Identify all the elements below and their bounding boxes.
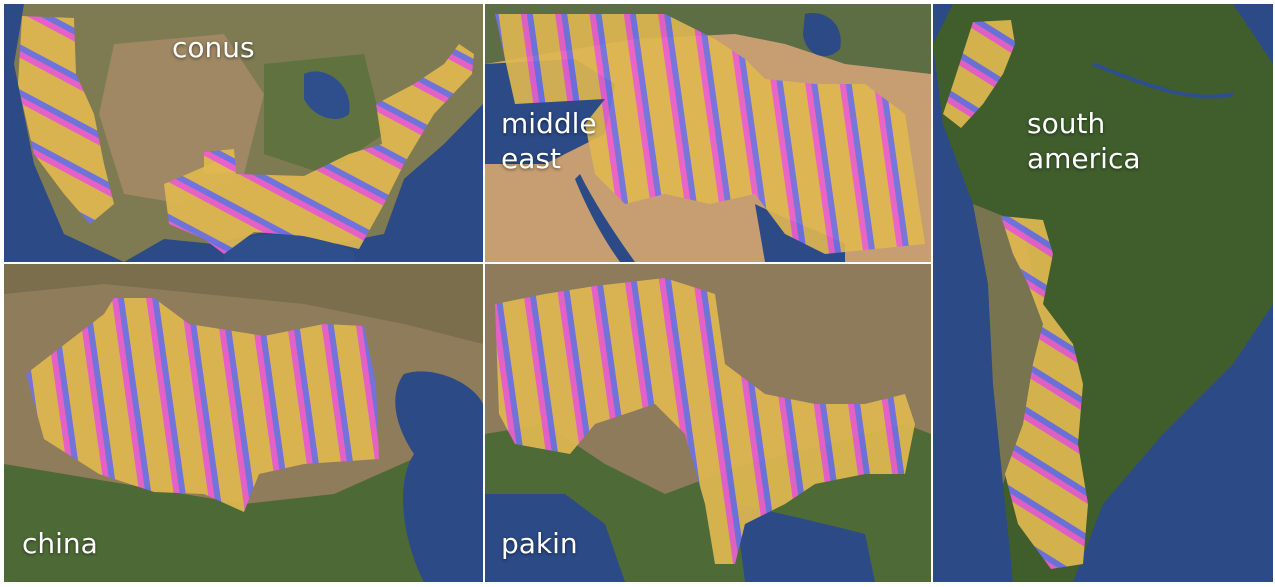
panel-label-pakin: pakin	[501, 527, 578, 560]
pakin-map	[485, 264, 931, 582]
coverage-west-coast	[18, 16, 114, 224]
caspian-sea	[803, 13, 841, 57]
panel-label-conus: conus	[172, 31, 255, 64]
coverage-middle-east	[495, 14, 925, 254]
china-map	[4, 264, 483, 582]
coverage-small-block	[204, 149, 236, 174]
conus-map	[4, 4, 483, 262]
map-panel-conus: conus	[4, 4, 483, 262]
gulf-of-mexico	[224, 234, 354, 262]
map-panel-middle-east: middle east	[485, 4, 931, 262]
arabian-sea	[485, 494, 625, 582]
map-panel-south-america: south america	[933, 4, 1273, 582]
panel-label-china: china	[22, 527, 98, 560]
panel-label-middle-east: middle east	[501, 107, 597, 175]
south-america-map	[933, 4, 1273, 582]
coverage-northwest	[943, 20, 1015, 128]
map-panel-pakin: pakin	[485, 264, 931, 582]
coverage-andes	[1001, 216, 1088, 569]
map-panel-china: china	[4, 264, 483, 582]
amazon-river	[1092, 62, 1234, 99]
red-sea	[575, 174, 635, 262]
coverage-south-east	[164, 44, 474, 254]
great-lakes	[304, 71, 350, 119]
northern-terrain	[4, 264, 483, 344]
coverage-china	[26, 298, 379, 512]
coverage-pakin	[495, 278, 915, 564]
bay-of-bengal	[735, 504, 875, 582]
east-china-sea	[395, 371, 483, 582]
middle-east-map	[485, 4, 931, 262]
panel-label-south-america: south america	[1027, 107, 1141, 175]
southern-forest	[4, 454, 483, 582]
